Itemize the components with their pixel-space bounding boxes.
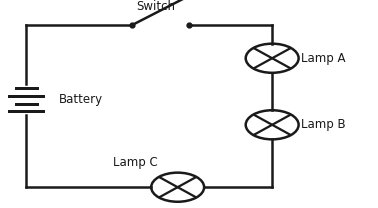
Text: Lamp B: Lamp B xyxy=(301,118,345,131)
Text: Battery: Battery xyxy=(59,93,103,106)
Text: Lamp A: Lamp A xyxy=(301,52,345,65)
Text: Switch: Switch xyxy=(136,0,175,13)
Text: Lamp C: Lamp C xyxy=(113,156,158,169)
